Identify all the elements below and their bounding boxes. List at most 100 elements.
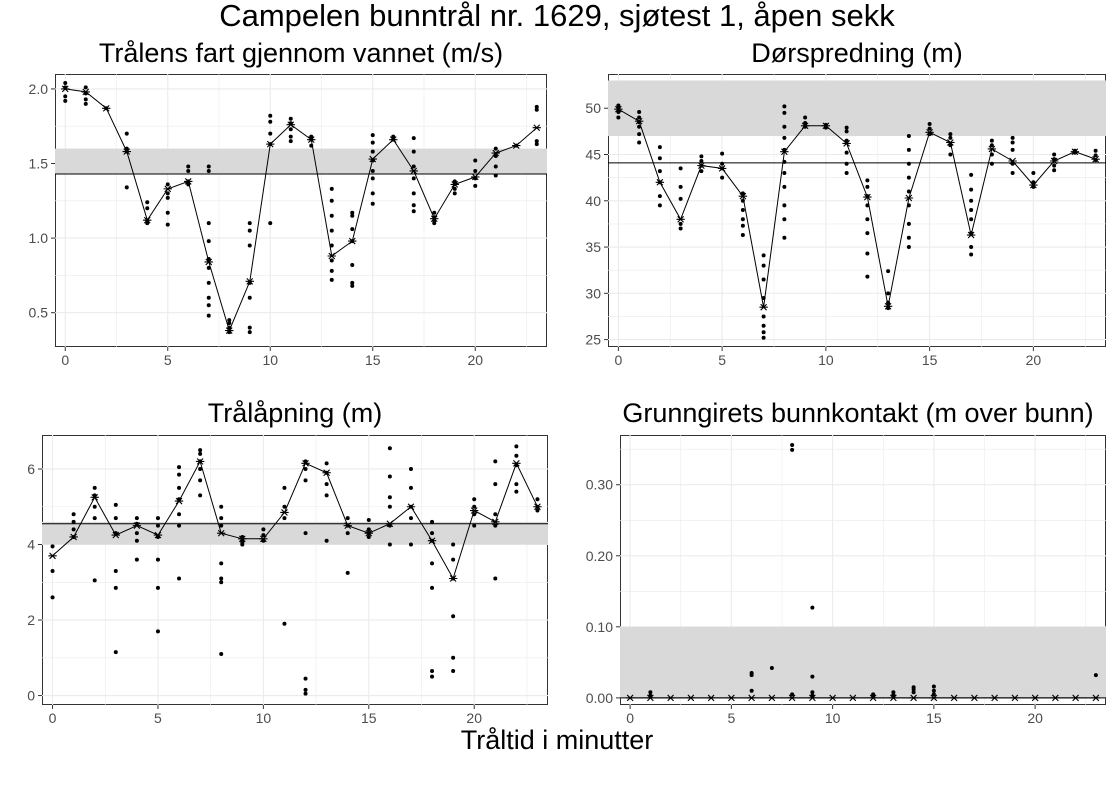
mean-marker xyxy=(61,85,70,93)
data-point xyxy=(989,152,994,157)
data-point xyxy=(1052,152,1057,157)
y-tick-label: 30 xyxy=(585,285,601,301)
data-point xyxy=(886,291,891,296)
data-point xyxy=(906,189,911,194)
mean-marker xyxy=(470,507,479,514)
data-point xyxy=(1052,168,1057,173)
data-point xyxy=(165,182,170,187)
mean-marker xyxy=(348,237,357,245)
x-tick-label: 0 xyxy=(626,710,634,726)
x-tick-label: 20 xyxy=(1027,710,1043,726)
data-point xyxy=(493,154,498,159)
mean-marker xyxy=(174,497,184,505)
mean-marker xyxy=(848,694,858,702)
data-point xyxy=(616,103,621,108)
data-point xyxy=(387,495,392,500)
data-point xyxy=(219,576,224,581)
data-point xyxy=(452,179,457,184)
data-point xyxy=(198,448,203,453)
data-point xyxy=(198,478,203,483)
data-point xyxy=(155,516,160,521)
mean-marker xyxy=(327,252,336,260)
reference-band xyxy=(608,80,1106,137)
data-point xyxy=(134,531,139,536)
data-point xyxy=(408,485,413,490)
data-point xyxy=(303,691,308,696)
mean-marker xyxy=(1029,181,1038,189)
mean-marker xyxy=(307,136,316,143)
data-point xyxy=(350,280,355,285)
data-point xyxy=(769,666,774,671)
x-tick-label: 10 xyxy=(825,710,841,726)
data-point xyxy=(329,268,334,273)
mean-marker xyxy=(1051,694,1060,702)
data-point xyxy=(145,221,150,226)
data-point xyxy=(408,542,413,547)
data-point xyxy=(71,527,76,532)
data-point xyxy=(303,531,308,536)
data-point xyxy=(761,295,766,300)
data-point xyxy=(886,269,891,274)
data-point xyxy=(790,442,795,447)
data-point xyxy=(911,690,916,695)
mean-marker xyxy=(655,178,665,186)
data-point xyxy=(63,98,68,103)
data-point xyxy=(219,523,224,528)
data-point xyxy=(303,466,308,471)
data-point xyxy=(969,208,974,213)
data-point xyxy=(865,231,870,236)
x-tick-label: 15 xyxy=(926,710,942,726)
data-point xyxy=(886,300,891,305)
mean-marker xyxy=(195,458,205,465)
data-point xyxy=(1010,135,1015,140)
x-tick-label: 5 xyxy=(164,352,172,368)
mean-marker xyxy=(163,185,172,193)
mean-marker xyxy=(143,216,152,224)
data-point xyxy=(534,107,539,112)
mean-marker xyxy=(184,178,193,185)
plot-area xyxy=(608,74,1106,347)
data-point xyxy=(782,203,787,208)
data-point xyxy=(969,198,974,203)
data-point xyxy=(948,135,953,140)
data-point xyxy=(345,570,350,575)
data-point xyxy=(749,673,754,678)
mean-marker xyxy=(280,509,289,516)
data-point xyxy=(720,175,725,180)
mean-marker xyxy=(889,694,898,702)
data-point xyxy=(782,184,787,189)
data-point xyxy=(865,184,870,189)
mean-marker xyxy=(430,215,439,223)
data-point xyxy=(155,629,160,634)
mean-marker xyxy=(512,459,521,467)
mean-marker xyxy=(949,694,959,702)
data-point xyxy=(535,508,540,513)
data-point xyxy=(432,221,437,226)
data-point xyxy=(282,504,287,509)
data-point xyxy=(535,497,540,502)
mean-marker xyxy=(102,104,111,112)
data-point xyxy=(493,173,498,178)
data-point xyxy=(370,191,375,196)
data-point xyxy=(177,465,182,470)
data-point xyxy=(198,493,203,498)
data-point xyxy=(206,168,211,173)
data-point xyxy=(411,136,416,141)
x-tick-label: 0 xyxy=(614,352,622,368)
data-point xyxy=(637,115,642,120)
data-point xyxy=(134,557,139,562)
data-point xyxy=(657,145,662,150)
data-point xyxy=(810,605,815,610)
mean-marker xyxy=(686,694,696,702)
x-tick-label: 20 xyxy=(1026,352,1042,368)
data-point xyxy=(411,191,416,196)
mean-marker xyxy=(1091,155,1100,163)
x-tick-label: 10 xyxy=(818,352,834,368)
data-point xyxy=(969,187,974,192)
data-point xyxy=(219,561,224,566)
data-point xyxy=(206,164,211,169)
mean-marker xyxy=(883,302,893,310)
mean-marker xyxy=(111,531,120,539)
mean-marker xyxy=(512,142,521,149)
